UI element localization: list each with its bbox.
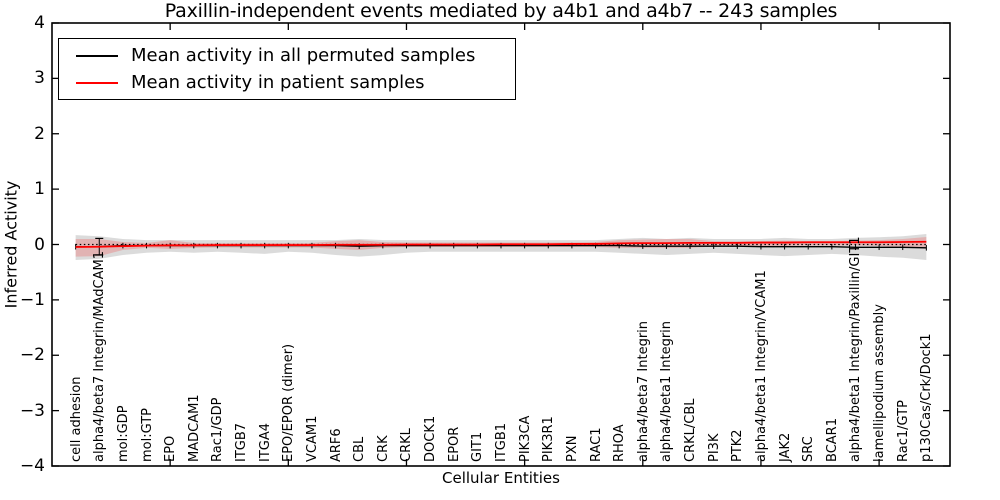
y-tick-label: 3 — [34, 68, 45, 89]
legend-item-permuted: Mean activity in all permuted samples — [59, 42, 515, 69]
x-tick-label: ITGA4 — [257, 422, 273, 462]
x-tick-label: PIK3R1 — [541, 416, 557, 462]
y-tick-label: 0 — [34, 234, 45, 255]
x-tick-label: BCAR1 — [824, 418, 840, 462]
x-tick-label: VCAM1 — [304, 415, 320, 462]
mean-line-patient — [75, 240, 927, 248]
x-tick-label: alpha4/beta7 Integrin — [635, 320, 651, 462]
x-tick-label: p130Cas/Crk/Dock1 — [919, 333, 935, 462]
x-tick-label: PTK2 — [730, 429, 746, 462]
x-tick-label: EPO/EPOR (dimer) — [281, 343, 297, 462]
y-tick-label: −2 — [19, 345, 45, 366]
chart-title: Paxillin-independent events mediated by … — [164, 0, 838, 22]
y-tick-label: −4 — [19, 456, 45, 476]
y-tick-label: 4 — [34, 13, 45, 33]
x-tick-label: RAC1 — [588, 427, 604, 462]
legend-label-patient: Mean activity in patient samples — [131, 72, 425, 93]
x-tick-label: RHOA — [612, 424, 628, 462]
x-tick-label: CRKL/CBL — [683, 398, 699, 463]
x-tick-label: CRKL — [399, 428, 415, 462]
legend-label-permuted: Mean activity in all permuted samples — [131, 45, 476, 66]
legend-item-patient: Mean activity in patient samples — [59, 69, 515, 96]
legend: Mean activity in all permuted samples Me… — [58, 38, 516, 100]
x-tick-label: PIK3CA — [517, 415, 533, 462]
x-tick-label: ARF6 — [328, 428, 344, 462]
x-tick-label: EPO — [163, 435, 179, 462]
x-tick-label: alpha4/beta1 Integrin/VCAM1 — [753, 270, 769, 462]
x-tick-label: alpha4/beta1 Integrin/Paxillin/GIT1 — [848, 236, 864, 462]
x-tick-label: CBL — [352, 436, 368, 462]
x-tick-label: JAK2 — [777, 432, 793, 462]
x-tick-label: mol:GTP — [139, 408, 155, 462]
x-tick-label: lamellipodium assembly — [872, 304, 888, 462]
y-tick-label: 2 — [34, 123, 45, 144]
x-tick-label: alpha4/beta7 Integrin/MAdCAM1 — [92, 251, 108, 462]
x-tick-label: alpha4/beta1 Integrin — [659, 320, 675, 462]
x-tick-label: CRK — [375, 435, 391, 462]
x-tick-label: Rac1/GDP — [210, 397, 226, 462]
x-tick-label: EPOR — [446, 426, 462, 462]
y-tick-label: −3 — [19, 400, 45, 421]
x-tick-label: DOCK1 — [423, 415, 439, 462]
x-tick-label: SRC — [801, 436, 817, 462]
legend-line-black-icon — [76, 54, 118, 57]
x-tick-label: PI3K — [706, 433, 722, 462]
x-tick-label: mol:GDP — [115, 405, 131, 462]
x-tick-label: Rac1/GTP — [895, 400, 911, 462]
y-tick-label: −1 — [19, 289, 45, 310]
x-tick-label: ITGB7 — [234, 422, 250, 462]
x-axis-title: Cellular Entities — [442, 469, 560, 487]
x-tick-label: MADCAM1 — [186, 394, 202, 462]
x-tick-label: cell adhesion — [68, 376, 84, 462]
y-tick-label: 1 — [34, 179, 45, 200]
x-tick-label: PXN — [564, 435, 580, 462]
x-tick-label: GIT1 — [470, 431, 486, 462]
x-tick-label: ITGB1 — [494, 422, 509, 462]
legend-line-red-icon — [76, 81, 118, 84]
